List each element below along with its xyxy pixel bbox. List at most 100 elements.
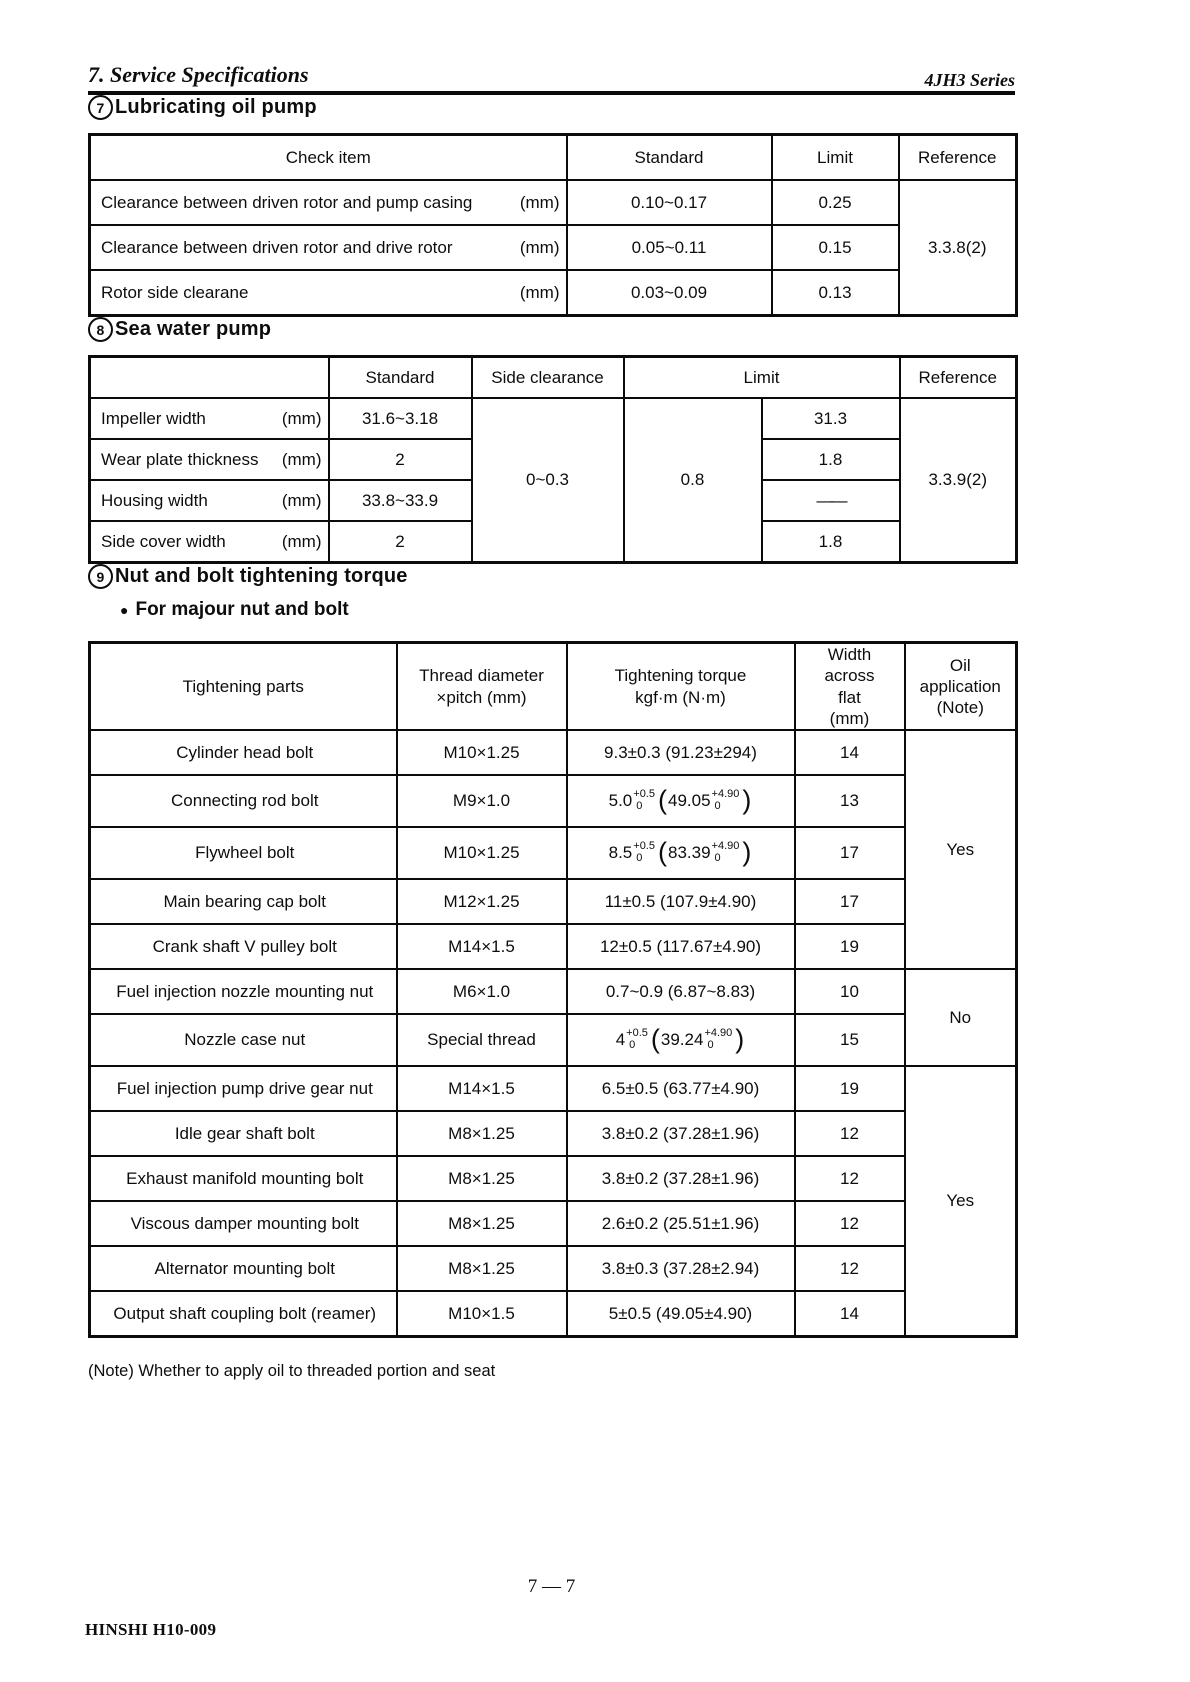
- tolerance-base: 5.0: [608, 791, 633, 810]
- thread-header-line2: ×pitch (mm): [436, 687, 527, 707]
- part-label: Nozzle case nut: [184, 1030, 306, 1049]
- tolerance-stack: +4.90 0: [712, 841, 740, 864]
- tolerance-stack: +4.90 0: [704, 1028, 732, 1051]
- table-row: Nozzle case nut Special thread 4 +0.5 0(39…: [88, 1013, 1017, 1067]
- limit-cell: 1.8: [760, 438, 901, 481]
- sea-water-pump-heading: 8 Sea water pump: [88, 317, 1015, 342]
- thread-cell: M10×1.5: [395, 1290, 568, 1338]
- part-label: Crank shaft V pulley bolt: [152, 936, 337, 956]
- tightening-part-cell: Viscous damper mounting bolt: [88, 1200, 398, 1247]
- table-row: Impeller width (mm) 31.6~3.18 0~0.3 0.8 3…: [88, 397, 1018, 564]
- reference-cell: 3.3.9(2): [898, 397, 1018, 564]
- tolerance-stack: +0.5 0: [633, 789, 655, 812]
- limit-cell: ——: [760, 479, 901, 522]
- check-item-label: Impeller width: [101, 408, 206, 428]
- tolerance-sub: 0: [714, 852, 721, 864]
- tolerance-sub: 0: [636, 852, 643, 864]
- paren-close: ): [742, 836, 752, 867]
- part-label: Exhaust manifold mounting bolt: [126, 1168, 364, 1188]
- col-header-reference: Reference: [897, 133, 1018, 181]
- torque-tolerance-value: 4 +0.5 0(39.24 +4.90 0): [615, 1023, 746, 1054]
- check-item-label: Clearance between driven rotor and pump …: [101, 192, 473, 212]
- thread-cell: M8×1.25: [395, 1110, 568, 1157]
- paren-close: ): [735, 1023, 745, 1054]
- tolerance-sub: 0: [707, 1039, 714, 1051]
- torque-cell: 4 +0.5 0(39.24 +4.90 0): [565, 1013, 796, 1067]
- tolerance-sup: +0.5: [633, 840, 655, 853]
- torque-subheading: ● For majour nut and bolt: [120, 599, 1015, 621]
- thread-cell: M10×1.25: [395, 826, 568, 880]
- part-label: Idle gear shaft bolt: [174, 1123, 315, 1143]
- width-header-line3: (mm): [829, 708, 870, 728]
- tightening-part-cell: Connecting rod bolt: [88, 774, 398, 828]
- table-row: Side cover width (mm) 2 1.8: [88, 520, 1017, 564]
- check-item-cell: Clearance between driven rotor and drive…: [88, 224, 568, 271]
- check-item-cell: Wear plate thickness (mm): [88, 438, 330, 481]
- tightening-part-cell: Alternator mounting bolt: [88, 1245, 398, 1292]
- torque-cell: 8.5 +0.5 0(83.39 +4.90 0): [565, 826, 796, 880]
- tightening-part-cell: Cylinder head bolt: [88, 729, 398, 776]
- torque-cell: 5±0.5 (49.05±4.90): [565, 1290, 796, 1338]
- limit-cell: 0.13: [770, 269, 900, 317]
- col-header-oil-application: Oil application (Note): [903, 641, 1018, 731]
- torque-tolerance-value: 5.0 +0.5 0(49.05 +4.90 0): [608, 786, 753, 815]
- col-header-limit: Limit: [622, 355, 901, 399]
- tolerance-base: 8.5: [608, 843, 633, 862]
- width-cell: 17: [793, 878, 906, 925]
- width-cell: 12: [793, 1200, 906, 1247]
- standard-cell: 33.8~33.9: [327, 479, 473, 522]
- tightening-part-cell: Exhaust manifold mounting bolt: [88, 1155, 398, 1202]
- check-item-cell: Clearance between driven rotor and pump …: [88, 179, 568, 226]
- limit-cell: 0.15: [770, 224, 900, 271]
- part-label: Fuel injection nozzle mounting nut: [116, 981, 374, 1001]
- document-code: HINSHI H10-009: [85, 1620, 217, 1639]
- tolerance-stack: +0.5 0: [626, 1028, 648, 1051]
- table-row: Connecting rod bolt M9×1.0 5.0 +0.5 0(49.0…: [88, 774, 1017, 828]
- tightening-part-cell: Idle gear shaft bolt: [88, 1110, 398, 1157]
- torque-cell: 3.8±0.2 (37.28±1.96): [565, 1155, 796, 1202]
- page-header: 7. Service Specifications 4JH3 Series: [88, 62, 1015, 95]
- col-header-tightening-parts: Tightening parts: [88, 641, 398, 731]
- oil-application-cell: Yes: [903, 729, 1018, 970]
- circled-number-9: 9: [88, 564, 113, 589]
- table-header-row: Check item Standard Limit Reference: [88, 133, 1018, 181]
- thread-cell: M12×1.25: [395, 878, 568, 925]
- part-label: Connecting rod bolt: [171, 791, 319, 810]
- table-row: Cylinder head bolt M10×1.25 9.3±0.3 (91.…: [88, 729, 1018, 970]
- check-item-cell: Rotor side clearane (mm): [88, 269, 568, 317]
- part-label: Main bearing cap bolt: [163, 891, 327, 911]
- table-header-row: Standard Side clearance Limit Reference: [88, 355, 1018, 399]
- check-item-label: Wear plate thickness: [101, 449, 259, 469]
- col-header-blank: [88, 355, 330, 399]
- table-row: Wear plate thickness (mm) 2 1.8: [88, 438, 1017, 481]
- width-cell: 14: [793, 1290, 906, 1338]
- table-row: Exhaust manifold mounting bolt M8×1.25 3…: [88, 1155, 1017, 1202]
- part-label: Flywheel bolt: [195, 843, 295, 862]
- check-item-cell: Impeller width (mm): [88, 397, 330, 440]
- thread-cell: M8×1.25: [395, 1245, 568, 1292]
- table-note: (Note) Whether to apply oil to threaded …: [88, 1362, 496, 1380]
- standard-cell: 31.6~3.18: [327, 397, 473, 440]
- limit-merged-cell: 0.8: [622, 397, 763, 564]
- tolerance-stack: +4.90 0: [712, 789, 740, 812]
- unit-label: (mm): [281, 449, 322, 469]
- torque-cell: 0.7~0.9 (6.87~8.83): [565, 968, 796, 1015]
- unit-label: (mm): [519, 192, 560, 212]
- check-item-cell: Side cover width (mm): [88, 520, 330, 564]
- check-item-label: Side cover width: [101, 531, 226, 551]
- standard-cell: 0.03~0.09: [565, 269, 773, 317]
- tolerance-base: 49.05: [667, 791, 711, 810]
- check-item-label: Housing width: [101, 490, 208, 510]
- torque-tolerance-value: 8.5 +0.5 0(83.39 +4.90 0): [608, 836, 753, 867]
- thread-cell: M10×1.25: [395, 729, 568, 776]
- oil-header-line1: Oil application: [919, 655, 1001, 696]
- oil-application-cell: Yes: [903, 1065, 1018, 1338]
- unit-label: (mm): [281, 531, 322, 551]
- tolerance-base: 4: [615, 1030, 626, 1049]
- oil-pump-table: Check item Standard Limit Reference Clea…: [88, 133, 1018, 317]
- tolerance-sub: 0: [629, 1039, 636, 1051]
- limit-cell: 1.8: [760, 520, 901, 564]
- check-item-label: Rotor side clearane: [101, 282, 249, 302]
- table-row: Housing width (mm) 33.8~33.9 ——: [88, 479, 1017, 522]
